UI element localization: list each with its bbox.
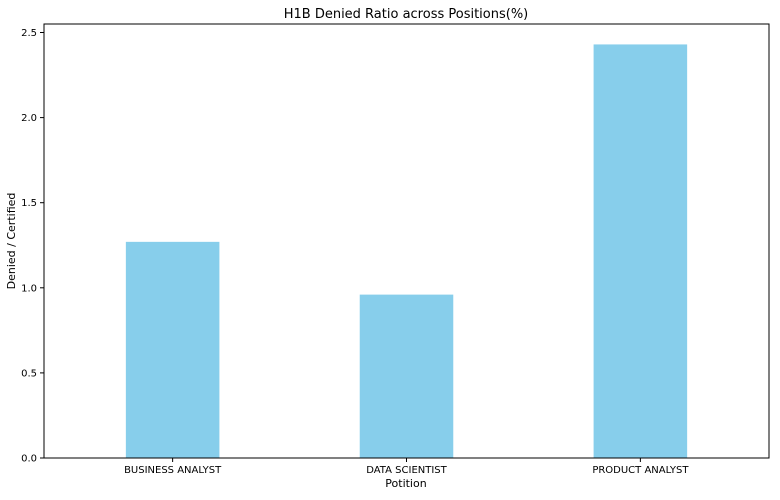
x-tick-label: BUSINESS ANALYST <box>124 465 222 476</box>
bar-product-analyst <box>593 44 688 459</box>
x-tick-label: PRODUCT ANALYST <box>592 465 689 476</box>
y-tick-label: 2.0 <box>21 113 37 124</box>
y-tick-label: 0.5 <box>21 368 37 379</box>
chart-title: H1B Denied Ratio across Positions(%) <box>284 7 529 22</box>
y-tick-label: 0.0 <box>21 454 37 465</box>
bar-business-analyst <box>125 241 220 458</box>
bars-group <box>125 44 688 459</box>
y-axis-ticks: 0.0 0.5 1.0 1.5 2.0 2.5 <box>21 28 44 465</box>
y-tick-label: 1.5 <box>21 198 37 209</box>
y-axis-label: Denied / Certified <box>5 193 18 290</box>
y-tick-label: 1.0 <box>21 283 37 294</box>
y-tick-label: 2.5 <box>21 28 37 39</box>
x-axis-ticks: BUSINESS ANALYST DATA SCIENTIST PRODUCT AN… <box>124 458 689 476</box>
x-tick-label: DATA SCIENTIST <box>366 465 447 476</box>
x-axis-label: Potition <box>385 477 426 490</box>
plot-frame <box>43 23 770 459</box>
bar-data-scientist <box>359 294 454 458</box>
